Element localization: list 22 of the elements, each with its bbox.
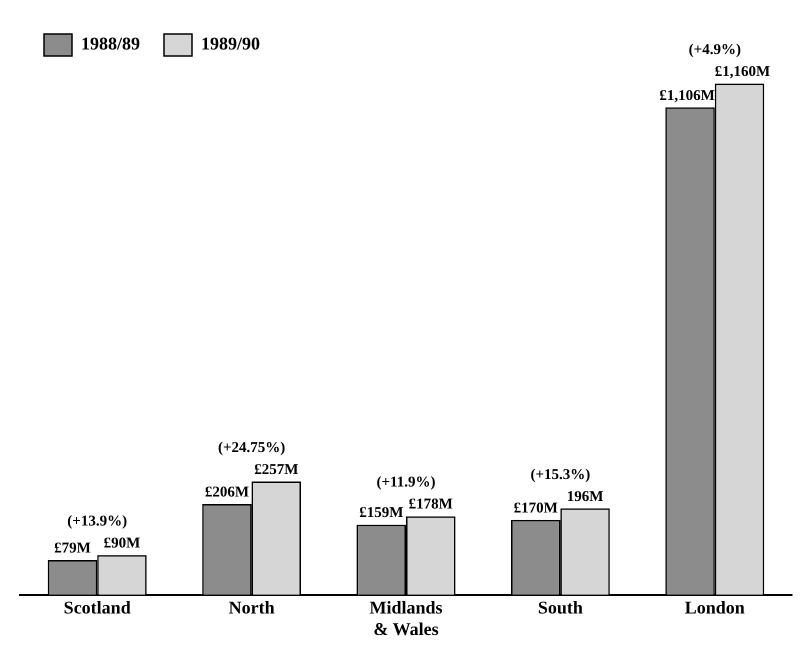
data-label: £1,106M: [659, 88, 715, 104]
data-label: £90M: [104, 536, 140, 552]
data-label: £257M: [254, 462, 298, 478]
annotation: (+11.9%): [376, 474, 436, 491]
legend-label: 1989/90: [201, 34, 260, 54]
data-label: 196M: [566, 488, 604, 505]
data-label: £178M: [408, 496, 453, 513]
data-label: £170M: [514, 500, 558, 516]
annotation: (+4.9%): [688, 42, 741, 58]
annotation: (+24.75%): [218, 440, 286, 456]
x-tick-label: North: [228, 597, 275, 618]
data-label: £1,160M: [714, 64, 770, 80]
legend-label: 1988/89: [81, 34, 140, 54]
data-label: £159M: [359, 505, 404, 522]
x-tick-label: South: [538, 597, 583, 618]
x-tick-label: Scotland: [64, 597, 131, 618]
x-tick-label: Midlands & Wales: [369, 597, 443, 639]
annotation: (+13.9%): [67, 514, 128, 530]
x-tick-label: London: [684, 597, 745, 618]
annotation: (+15.3%): [530, 466, 590, 483]
data-label: £206M: [204, 484, 249, 500]
data-label: £79M: [54, 540, 91, 556]
